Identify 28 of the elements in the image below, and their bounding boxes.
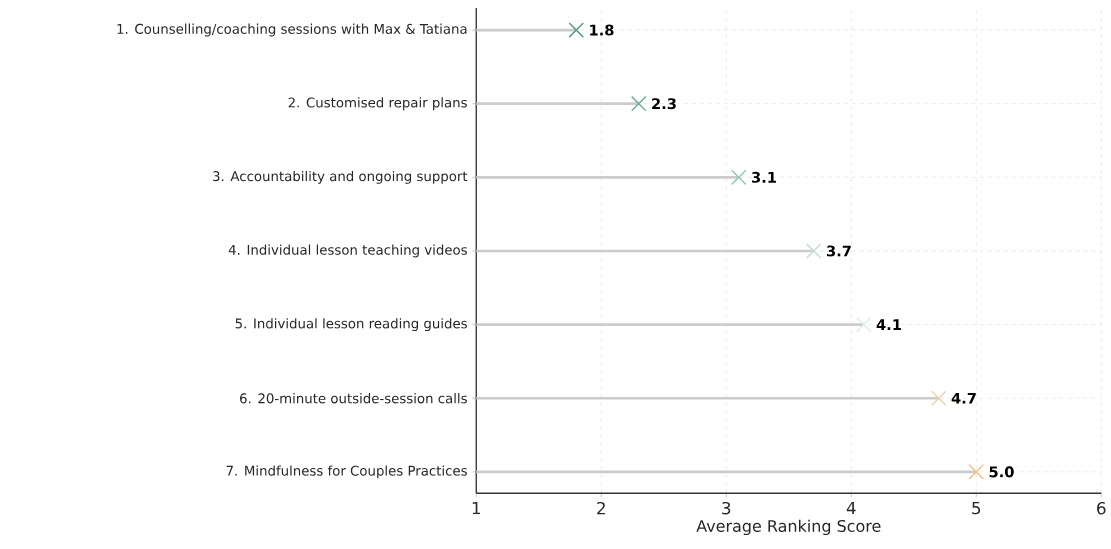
data-label: 4.1 [876,319,901,330]
y-tick-label: 3. Accountability and ongoing support [213,170,468,184]
point [805,243,822,259]
point [855,316,872,333]
data-label: 4.7 [951,392,976,404]
x-tick-label: 6 [1097,501,1106,515]
point [730,169,747,186]
point [630,95,647,112]
data-label: 5.0 [989,466,1014,478]
y-tick-label: 1. Counselling/coaching sessions with Max & Tatiana [117,23,467,37]
data-label: 3.1 [751,171,776,183]
data-label: 1.8 [590,24,614,36]
x-axis-title: Average Ranking Score [696,519,881,536]
data-label: 3.7 [826,245,851,257]
y-tick-label: 5. Individual lesson reading guides [235,318,467,331]
data-label: 2.3 [652,98,676,110]
y-tick-label: 4. Individual lesson teaching videos [228,244,467,258]
point [568,22,585,38]
point [968,464,985,480]
x-tick-label: 4 [846,501,856,514]
y-tick-label: 6. 20-minute outside-session calls [240,393,467,404]
x-tick-label: 3 [722,501,731,515]
x-tick-label: 2 [597,501,605,515]
y-tick-label: 7. Mindfulness for Couples Practices [226,465,467,479]
x-tick-label: 5 [972,501,981,515]
y-tick-label: 2. Customised repair plans [288,97,467,111]
point [930,390,947,406]
x-tick-label: 1 [472,501,481,514]
